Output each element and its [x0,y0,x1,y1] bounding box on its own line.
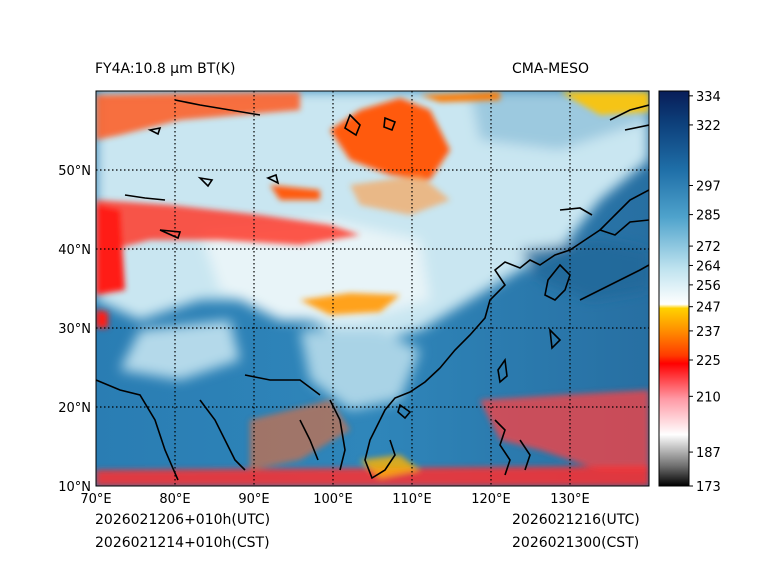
satellite-image [96,91,649,486]
coastlines [96,99,649,481]
colorbar-scale [658,90,690,487]
lon-label: 90°E [238,492,269,507]
lon-label: 70°E [80,492,111,507]
init-time-cst: 2026021214+010h(CST) [95,535,270,551]
lon-label: 130°E [550,492,590,507]
lon-label: 80°E [159,492,190,507]
colorbar-ticks: 334 322 297 285 272 264 256 247 237 225 210 187 173 [689,90,721,495]
colorbar-tick-label: 247 [696,301,721,316]
colorbar-tick-label: 285 [696,209,721,224]
lon-label: 110°E [392,492,432,507]
lat-label: 10°N [58,480,91,495]
colorbar: 334 322 297 285 272 264 256 247 237 225 210 187 173 [658,90,721,495]
lat-label: 50°N [58,164,91,179]
graticule [96,91,649,486]
init-time-utc: 2026021206+010h(UTC) [95,512,271,528]
colorbar-tick-label: 225 [696,354,721,369]
colorbar-tick-label: 264 [696,259,721,274]
longitude-labels: 70°E 80°E 90°E 100°E 110°E 120°E 130°E [80,492,589,507]
lat-label: 20°N [58,401,91,416]
latitude-labels: 10°N 20°N 30°N 40°N 50°N [58,164,91,495]
colorbar-tick-label: 237 [696,325,721,340]
lat-label: 40°N [58,243,91,258]
valid-time-utc: 2026021216(UTC) [512,512,640,528]
colorbar-tick-label: 334 [696,90,721,105]
valid-time-cst: 2026021300(CST) [512,535,640,551]
product-title: FY4A:10.8 μm BT(K) [95,61,236,77]
colorbar-tick-label: 210 [696,390,721,405]
colorbar-tick-label: 272 [696,240,721,255]
lon-label: 100°E [313,492,353,507]
colorbar-tick-label: 173 [696,480,721,495]
colorbar-tick-label: 256 [696,279,721,294]
colorbar-tick-label: 187 [696,446,721,461]
lat-label: 30°N [58,322,91,337]
lon-label: 120°E [471,492,511,507]
colorbar-tick-label: 297 [696,180,721,195]
map-frame [95,90,650,487]
model-title: CMA-MESO [512,61,590,77]
colorbar-tick-label: 322 [696,119,721,134]
